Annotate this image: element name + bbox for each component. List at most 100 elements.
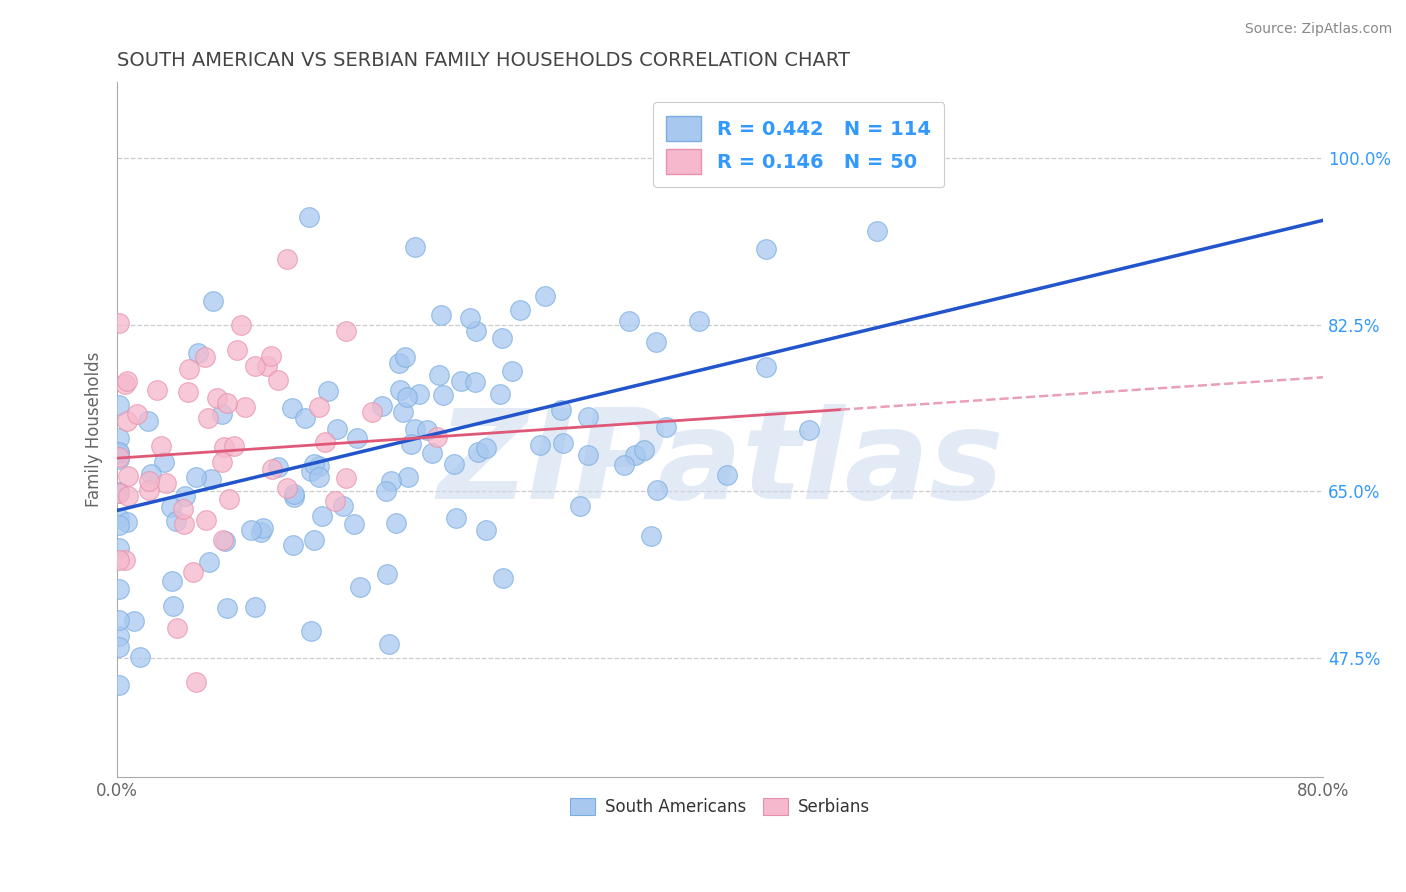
Point — [267, 459, 290, 474]
Point — [633, 442, 655, 457]
Point — [122, 614, 145, 628]
Point — [378, 637, 401, 651]
Point — [276, 252, 298, 266]
Point — [186, 675, 208, 690]
Point — [117, 516, 139, 530]
Point — [755, 359, 778, 374]
Point — [415, 424, 437, 438]
Point — [399, 436, 422, 450]
Point — [211, 455, 233, 469]
Point — [107, 541, 129, 555]
Point — [349, 580, 371, 594]
Point — [195, 513, 218, 527]
Point — [250, 525, 273, 540]
Text: SOUTH AMERICAN VS SERBIAN FAMILY HOUSEHOLDS CORRELATION CHART: SOUTH AMERICAN VS SERBIAN FAMILY HOUSEHO… — [117, 51, 851, 70]
Point — [146, 383, 169, 397]
Point — [114, 376, 136, 391]
Point — [645, 334, 668, 349]
Point — [225, 343, 247, 358]
Point — [688, 314, 710, 328]
Point — [211, 533, 233, 547]
Point — [799, 423, 821, 437]
Point — [218, 491, 240, 506]
Point — [343, 516, 366, 531]
Point — [107, 629, 129, 643]
Point — [443, 457, 465, 471]
Point — [389, 383, 412, 397]
Point — [408, 387, 430, 401]
Point — [211, 407, 233, 421]
Point — [187, 345, 209, 359]
Point — [375, 567, 398, 582]
Point — [215, 395, 238, 409]
Point — [492, 571, 515, 585]
Point — [149, 439, 172, 453]
Point — [509, 302, 531, 317]
Point — [117, 468, 139, 483]
Point — [107, 486, 129, 500]
Point — [283, 490, 305, 504]
Point — [240, 524, 263, 538]
Point — [380, 474, 402, 488]
Point — [430, 308, 453, 322]
Point — [107, 484, 129, 499]
Point — [138, 483, 160, 498]
Point — [166, 621, 188, 635]
Point — [107, 485, 129, 500]
Point — [107, 431, 129, 445]
Point — [294, 410, 316, 425]
Point — [467, 445, 489, 459]
Point — [308, 459, 330, 474]
Point — [395, 390, 418, 404]
Point — [197, 411, 219, 425]
Point — [165, 514, 187, 528]
Point — [267, 373, 290, 387]
Point — [576, 410, 599, 425]
Point — [388, 355, 411, 369]
Point — [214, 533, 236, 548]
Point — [613, 458, 636, 473]
Point — [458, 311, 481, 326]
Point — [172, 501, 194, 516]
Point — [233, 400, 256, 414]
Point — [231, 318, 253, 332]
Point — [304, 458, 326, 472]
Point — [186, 470, 208, 484]
Point — [534, 289, 557, 303]
Point — [398, 469, 420, 483]
Point — [489, 386, 512, 401]
Point — [205, 392, 228, 406]
Point — [475, 441, 498, 455]
Point — [475, 523, 498, 537]
Point — [332, 499, 354, 513]
Point — [139, 467, 162, 481]
Point — [107, 613, 129, 627]
Point — [202, 294, 225, 309]
Point — [174, 489, 197, 503]
Text: ZIPatlas: ZIPatlas — [437, 404, 1004, 524]
Point — [125, 407, 148, 421]
Point — [323, 493, 346, 508]
Point — [107, 451, 129, 466]
Point — [212, 440, 235, 454]
Point — [159, 500, 181, 514]
Point — [243, 599, 266, 614]
Point — [318, 384, 340, 399]
Point — [107, 640, 129, 654]
Point — [866, 224, 889, 238]
Point — [217, 600, 239, 615]
Point — [450, 374, 472, 388]
Point — [716, 468, 738, 483]
Point — [308, 470, 330, 484]
Text: Source: ZipAtlas.com: Source: ZipAtlas.com — [1244, 22, 1392, 37]
Point — [529, 438, 551, 452]
Point — [181, 565, 204, 579]
Point — [624, 448, 647, 462]
Point — [299, 624, 322, 638]
Point — [325, 422, 347, 436]
Point — [281, 401, 304, 415]
Point — [262, 462, 284, 476]
Point — [276, 481, 298, 495]
Point — [107, 518, 129, 533]
Point — [252, 521, 274, 535]
